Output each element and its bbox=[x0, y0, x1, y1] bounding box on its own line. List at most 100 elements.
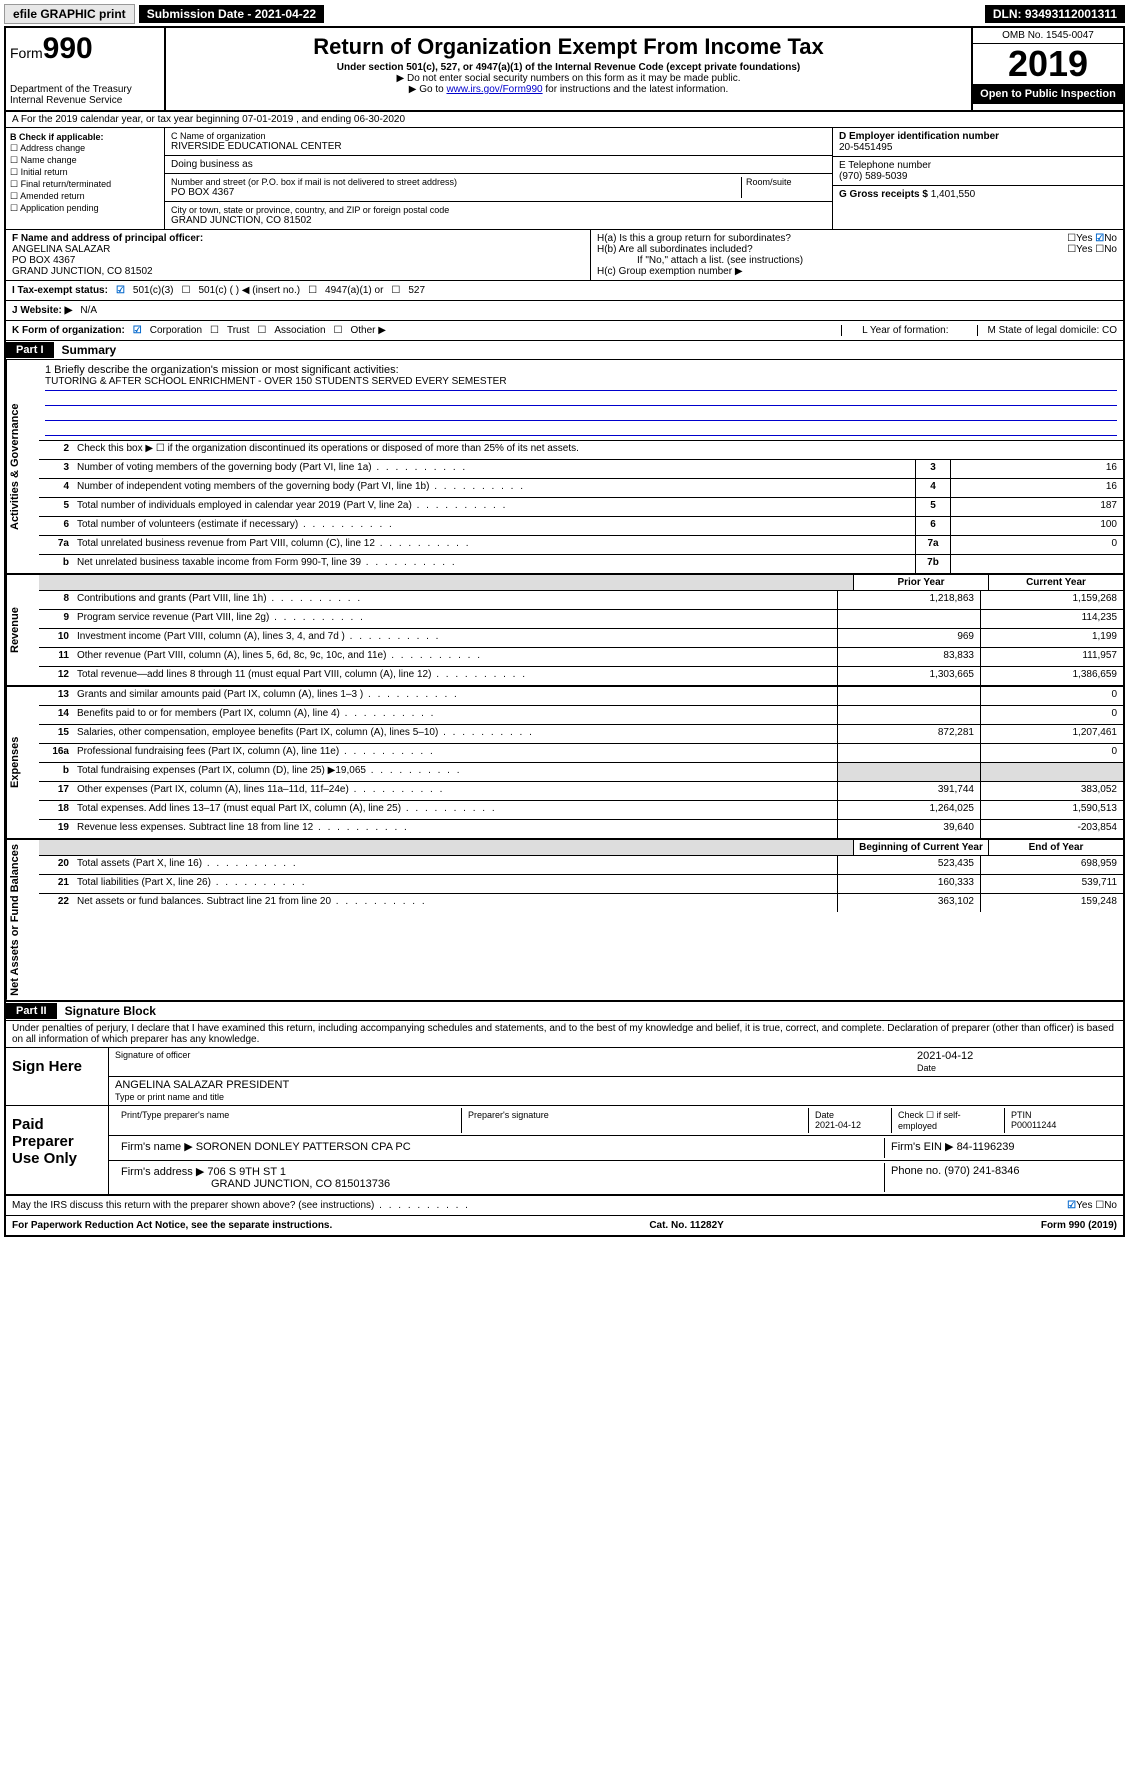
declaration: Under penalties of perjury, I declare th… bbox=[6, 1021, 1123, 1048]
net-col-headers: Beginning of Current Year End of Year bbox=[39, 840, 1123, 856]
side-netassets: Net Assets or Fund Balances bbox=[6, 840, 39, 1000]
ptin: P00011244 bbox=[1011, 1120, 1056, 1130]
prior-year-header: Prior Year bbox=[853, 575, 988, 590]
opt-501c: 501(c) ( ) ◀ (insert no.) bbox=[198, 285, 300, 296]
gov-line-7b: bNet unrelated business taxable income f… bbox=[39, 555, 1123, 573]
line-13: 13Grants and similar amounts paid (Part … bbox=[39, 687, 1123, 706]
form-footer: Form 990 (2019) bbox=[1041, 1220, 1117, 1231]
discuss-row: May the IRS discuss this return with the… bbox=[6, 1195, 1123, 1215]
ptin-label: PTIN bbox=[1011, 1110, 1032, 1120]
instructions-link[interactable]: www.irs.gov/Form990 bbox=[446, 84, 542, 95]
line-12: 12Total revenue—add lines 8 through 11 (… bbox=[39, 667, 1123, 685]
q1: 1 Briefly describe the organization's mi… bbox=[45, 364, 1117, 376]
firm-ein: 84-1196239 bbox=[957, 1141, 1015, 1153]
checkbox-address-change[interactable]: ☐ Address change bbox=[10, 143, 160, 154]
checkbox-amended-return[interactable]: ☐ Amended return bbox=[10, 191, 160, 202]
box-h: H(a) Is this a group return for subordin… bbox=[591, 230, 1123, 280]
c-name-label: C Name of organization bbox=[171, 131, 826, 141]
opt-corp: Corporation bbox=[150, 325, 202, 336]
telephone: (970) 589-5039 bbox=[839, 171, 907, 182]
rev-col-headers: Prior Year Current Year bbox=[39, 575, 1123, 591]
part1-label: Part I bbox=[6, 342, 54, 358]
phone-label: Phone no. bbox=[891, 1165, 941, 1177]
line-17: 17Other expenses (Part IX, column (A), l… bbox=[39, 782, 1123, 801]
checkbox-initial-return[interactable]: ☐ Initial return bbox=[10, 167, 160, 178]
line-10: 10Investment income (Part VIII, column (… bbox=[39, 629, 1123, 648]
side-revenue: Revenue bbox=[6, 575, 39, 685]
d-label: D Employer identification number bbox=[839, 131, 999, 142]
governance-section: Activities & Governance 1 Briefly descri… bbox=[6, 360, 1123, 575]
box-b: B Check if applicable: ☐ Address change☐… bbox=[6, 128, 165, 229]
mission-box: 1 Briefly describe the organization's mi… bbox=[39, 360, 1123, 441]
e-label: E Telephone number bbox=[839, 160, 931, 171]
header-left: Form990 Department of the Treasury Inter… bbox=[6, 28, 166, 110]
row-fh: F Name and address of principal officer:… bbox=[6, 230, 1123, 281]
subtitle-2: ▶ Do not enter social security numbers o… bbox=[170, 73, 967, 84]
date-label: Date bbox=[917, 1063, 936, 1073]
row-k: K Form of organization: ☑ Corporation ☐ … bbox=[6, 321, 1123, 341]
firm-label: Firm's name ▶ bbox=[121, 1141, 193, 1153]
addr-label: Number and street (or P.O. box if mail i… bbox=[171, 177, 741, 187]
opt-assoc: Association bbox=[274, 325, 325, 336]
gov-line-6: 6Total number of volunteers (estimate if… bbox=[39, 517, 1123, 536]
l-year: L Year of formation: bbox=[841, 325, 968, 336]
sub3-post: for instructions and the latest informat… bbox=[543, 84, 729, 95]
org-name: RIVERSIDE EDUCATIONAL CENTER bbox=[171, 141, 826, 152]
prep-date-label: Date bbox=[815, 1110, 834, 1120]
line-11: 11Other revenue (Part VIII, column (A), … bbox=[39, 648, 1123, 667]
tax-year: 2019 bbox=[973, 44, 1123, 84]
yes-label: Yes bbox=[1076, 1200, 1092, 1211]
efile-button[interactable]: efile GRAPHIC print bbox=[4, 4, 135, 24]
paid-preparer-row: Paid Preparer Use Only Print/Type prepar… bbox=[6, 1106, 1123, 1195]
website: N/A bbox=[80, 305, 97, 316]
part1-header: Part I Summary bbox=[6, 341, 1123, 360]
prep-date: 2021-04-12 bbox=[815, 1120, 861, 1130]
no-label: No bbox=[1104, 1200, 1117, 1211]
dln: DLN: 93493112001311 bbox=[985, 5, 1125, 23]
footer-row: For Paperwork Reduction Act Notice, see … bbox=[6, 1215, 1123, 1235]
g-label: G Gross receipts $ bbox=[839, 189, 928, 200]
opt-527: 527 bbox=[408, 285, 425, 296]
checkbox-name-change[interactable]: ☐ Name change bbox=[10, 155, 160, 166]
opt-trust: Trust bbox=[227, 325, 249, 336]
opt-other: Other ▶ bbox=[350, 325, 385, 336]
line-15: 15Salaries, other compensation, employee… bbox=[39, 725, 1123, 744]
q2: Check this box ▶ ☐ if the organization d… bbox=[73, 441, 1123, 459]
side-expenses: Expenses bbox=[6, 687, 39, 838]
firm-city: GRAND JUNCTION, CO 815013736 bbox=[121, 1178, 390, 1190]
part1-title: Summary bbox=[54, 341, 125, 359]
line-14: 14Benefits paid to or for members (Part … bbox=[39, 706, 1123, 725]
sign-here-label: Sign Here bbox=[6, 1048, 109, 1105]
officer-print-name: ANGELINA SALAZAR PRESIDENT bbox=[115, 1079, 289, 1091]
checkbox-final-return-terminated[interactable]: ☐ Final return/terminated bbox=[10, 179, 160, 190]
mission-text: TUTORING & AFTER SCHOOL ENRICHMENT - OVE… bbox=[45, 376, 1117, 391]
part2-label: Part II bbox=[6, 1003, 57, 1019]
preparer-name-label: Print/Type preparer's name bbox=[115, 1108, 462, 1133]
form-title: Return of Organization Exempt From Incom… bbox=[170, 34, 967, 60]
row-i: I Tax-exempt status: ☑ 501(c)(3) ☐ 501(c… bbox=[6, 281, 1123, 301]
paperwork-notice: For Paperwork Reduction Act Notice, see … bbox=[12, 1220, 332, 1231]
open-public: Open to Public Inspection bbox=[973, 84, 1123, 104]
checkbox-application-pending[interactable]: ☐ Application pending bbox=[10, 203, 160, 214]
box-b-title: B Check if applicable: bbox=[10, 132, 104, 142]
gov-line-5: 5Total number of individuals employed in… bbox=[39, 498, 1123, 517]
box-deg: D Employer identification number 20-5451… bbox=[832, 128, 1123, 229]
org-address: PO BOX 4367 bbox=[171, 187, 741, 198]
side-governance: Activities & Governance bbox=[6, 360, 39, 573]
gross-receipts: 1,401,550 bbox=[931, 189, 976, 200]
submission-date: Submission Date - 2021-04-22 bbox=[139, 5, 324, 23]
firm-ein-label: Firm's EIN ▶ bbox=[891, 1141, 954, 1153]
sign-here-row: Sign Here Signature of officer 2021-04-1… bbox=[6, 1048, 1123, 1106]
row-j: J Website: ▶ N/A bbox=[6, 301, 1123, 321]
dba-label: Doing business as bbox=[165, 156, 832, 174]
line-19: 19Revenue less expenses. Subtract line 1… bbox=[39, 820, 1123, 838]
form-990: Form990 Department of the Treasury Inter… bbox=[4, 26, 1125, 1237]
officer-city: GRAND JUNCTION, CO 81502 bbox=[12, 266, 153, 277]
section-b-f: B Check if applicable: ☐ Address change☐… bbox=[6, 128, 1123, 230]
line-9: 9Program service revenue (Part VIII, lin… bbox=[39, 610, 1123, 629]
opt-501c3: 501(c)(3) bbox=[133, 285, 174, 296]
firm-addr-label: Firm's address ▶ bbox=[121, 1166, 204, 1178]
paid-preparer-label: Paid Preparer Use Only bbox=[6, 1106, 109, 1194]
firm-name: SORONEN DONLEY PATTERSON CPA PC bbox=[196, 1141, 411, 1153]
f-label: F Name and address of principal officer: bbox=[12, 233, 203, 244]
